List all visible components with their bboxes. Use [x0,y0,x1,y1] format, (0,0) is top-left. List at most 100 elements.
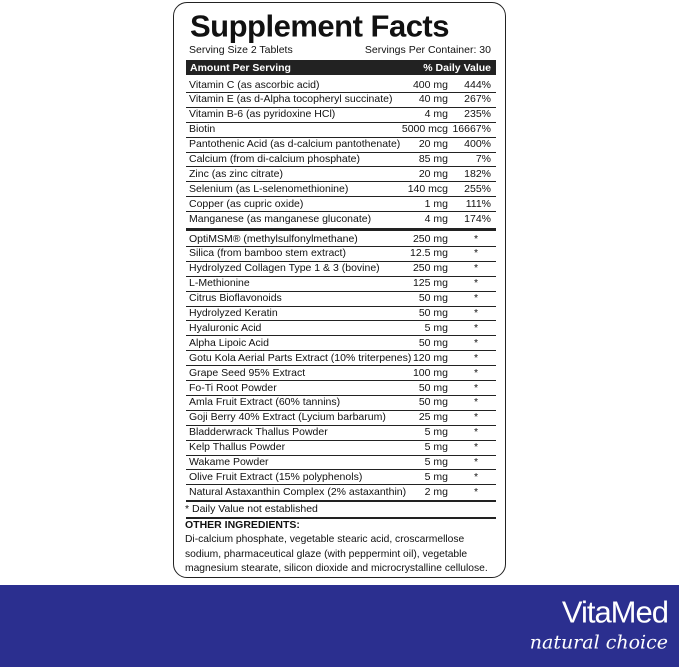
row-amount: 50 mg [418,396,448,409]
rule [186,499,496,502]
rule [186,394,496,396]
row-name: Wakame Powder [189,455,269,468]
serving-size: Serving Size 2 Tablets [189,43,293,56]
row-dv: * [473,232,479,245]
row-amount: 20 mg [418,137,448,150]
row-dv: 400% [464,137,491,150]
rule [186,516,496,519]
row-amount: 140 mcg [407,182,448,195]
row-dv: 267% [464,93,491,106]
row-amount: 25 mg [418,411,448,424]
row-name: Natural Astaxanthin Complex (2% astaxant… [189,485,407,498]
row-amount: 5 mg [424,470,448,483]
row-amount: 50 mg [418,306,448,319]
row-dv: 7% [475,152,491,165]
row-amount: 5 mg [424,455,448,468]
rule [186,424,496,426]
rule [186,409,496,411]
row-amount: 85 mg [418,152,448,165]
row-name: Manganese (as manganese gluconate) [189,212,372,225]
footnote: * Daily Value not established [185,502,318,515]
rule [186,305,496,307]
row-amount: 5 mg [424,440,448,453]
row-name: Hydrolyzed Keratin [189,306,278,319]
rule [186,454,496,456]
row-amount: 2 mg [424,485,448,498]
rule [186,290,496,292]
row-amount: 50 mg [418,336,448,349]
other-ingredients-text: Di-calcium phosphate, vegetable stearic … [185,533,465,545]
brand-tagline: natural choice [529,631,668,654]
rule [186,121,496,123]
row-name: Vitamin B-6 (as pyridoxine HCl) [189,108,336,121]
row-amount: 20 mg [418,167,448,180]
row-name: Fo-Ti Root Powder [189,381,277,394]
row-name: Vitamin E (as d-Alpha tocopheryl succina… [189,93,393,106]
row-amount: 40 mg [418,93,448,106]
row-name: Citrus Bioflavonoids [189,291,282,304]
row-amount: 5000 mcg [401,122,448,135]
row-amount: 12.5 mg [410,247,448,260]
row-dv: * [473,440,479,453]
row-name: Silica (from bamboo stem extract) [189,247,346,260]
row-amount: 120 mg [412,351,448,364]
row-dv: 182% [464,167,491,180]
row-dv: * [473,366,479,379]
row-dv: 235% [464,108,491,121]
rule [186,335,496,336]
row-amount: 250 mg [412,262,448,275]
row-name: Hyaluronic Acid [189,321,262,334]
row-dv: * [473,306,479,319]
other-ingredients-title: OTHER INGREDIENTS: [185,518,300,531]
row-amount: 400 mg [412,78,448,91]
other-ingredients-text: magnesium stearate, silicon dioxide and … [185,563,488,575]
row-amount: 250 mg [412,232,448,245]
column-header: Amount Per Serving [190,61,291,74]
row-name: Gotu Kola Aerial Parts Extract (10% trit… [189,351,412,364]
row-name: Selenium (as L-selenomethionine) [189,182,349,195]
row-dv: * [473,411,479,424]
row-dv: 444% [464,78,491,91]
row-dv: * [473,291,479,304]
row-amount: 125 mg [412,276,448,289]
row-dv: * [473,247,479,260]
row-amount: 5 mg [424,425,448,438]
row-dv: * [473,381,479,394]
rule [186,469,496,471]
rule [186,151,496,153]
row-name: Hydrolyzed Collagen Type 1 & 3 (bovine) [189,262,380,275]
rule [186,166,496,168]
brand-band [0,585,679,667]
rule [186,350,496,351]
rule [186,196,496,197]
row-name: Zinc (as zinc citrate) [189,167,283,180]
label-box [173,2,506,578]
brand-name: VitaMed [561,594,669,630]
row-dv: * [473,425,479,438]
row-dv: 16667% [452,122,491,135]
rule [186,484,496,485]
rule [186,91,496,93]
row-amount: 50 mg [418,381,448,394]
row-amount: 4 mg [424,108,448,121]
row-amount: 5 mg [424,321,448,334]
row-name: L-Methionine [189,276,250,289]
row-dv: * [473,351,479,364]
rule [186,320,496,322]
rule [186,245,496,247]
rule [186,211,496,212]
rule [186,227,496,231]
rule [186,380,496,381]
row-name: Vitamin C (as ascorbic acid) [189,78,320,91]
header-bar [186,60,496,75]
row-amount: 1 mg [424,197,448,210]
row-name: OptiMSM® (methylsulfonylmethane) [189,232,358,245]
rule [186,136,496,138]
row-name: Pantothenic Acid (as d-calcium pantothen… [189,137,401,150]
row-name: Kelp Thallus Powder [189,440,286,453]
row-dv: * [473,470,479,483]
other-ingredients-text: sodium, pharmaceutical glaze (with peppe… [185,548,468,560]
title: Supplement Facts [190,8,450,44]
row-dv: * [473,262,479,275]
